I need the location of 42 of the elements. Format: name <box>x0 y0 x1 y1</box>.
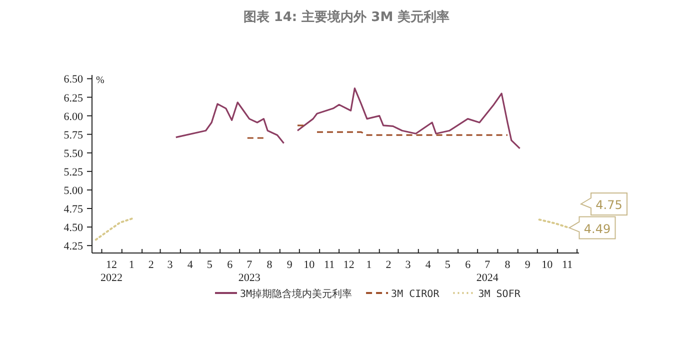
y-tick-label: 5.25 <box>64 166 84 178</box>
x-tick-label: 12 2022 <box>100 259 123 284</box>
y-axis-title: % <box>96 75 104 86</box>
legend-label: 3M掉期隐含境内美元利率 <box>240 288 352 300</box>
y-tick-label: 6.50 <box>64 74 84 86</box>
x-tick-label: 11 <box>562 259 573 271</box>
chart-title: 图表 14: 主要境内外 3M 美元利率 <box>243 9 450 25</box>
legend-label: 3M CIROR <box>391 289 440 300</box>
x-tick-label: 11 <box>324 259 335 271</box>
y-tick-label: 4.25 <box>64 240 84 253</box>
x-tick-label: 1 <box>128 259 134 271</box>
x-tick-label: 9 <box>286 259 293 271</box>
annotation: 4.49 <box>568 216 616 240</box>
annotation: 4.75 <box>580 192 628 216</box>
x-tick-label: 4 <box>425 259 432 271</box>
x-tick-label: 2 <box>148 259 154 271</box>
y-tick-label: 5.75 <box>64 129 84 142</box>
x-tick-label: 6 <box>465 259 472 271</box>
y-tick-label: 5.00 <box>64 184 84 197</box>
x-tick-label: 10 <box>542 259 554 271</box>
y-tick-label: 4.75 <box>64 204 84 216</box>
x-tick-label: 4 <box>187 259 194 271</box>
x-tick-label: 7 2023 <box>238 259 261 284</box>
x-tick-label: 7 2024 <box>476 259 499 284</box>
x-tick-label: 9 <box>524 259 531 271</box>
legend-label: 3M SOFR <box>478 289 522 300</box>
y-tick-label: 4.50 <box>64 222 84 234</box>
x-tick-label: 5 <box>206 259 213 271</box>
x-tick-label: 6 <box>227 259 234 271</box>
y-tick-label: 6.25 <box>64 92 84 104</box>
x-tick-label: 1 <box>366 259 372 271</box>
x-tick-label: 3 <box>167 259 174 271</box>
x-tick-label: 2 <box>386 259 392 271</box>
x-tick-label: 3 <box>405 259 412 271</box>
x-tick-label: 12 <box>343 259 354 271</box>
x-tick-label: 8 <box>266 259 273 271</box>
x-tick-label: 5 <box>444 259 451 271</box>
annotation: 4.49 <box>584 222 611 236</box>
y-tick-label: 6.00 <box>64 110 84 123</box>
y-tick-label: 5.50 <box>64 148 84 160</box>
x-tick-label: 8 <box>504 259 511 271</box>
x-tick-label: 10 <box>304 259 316 271</box>
